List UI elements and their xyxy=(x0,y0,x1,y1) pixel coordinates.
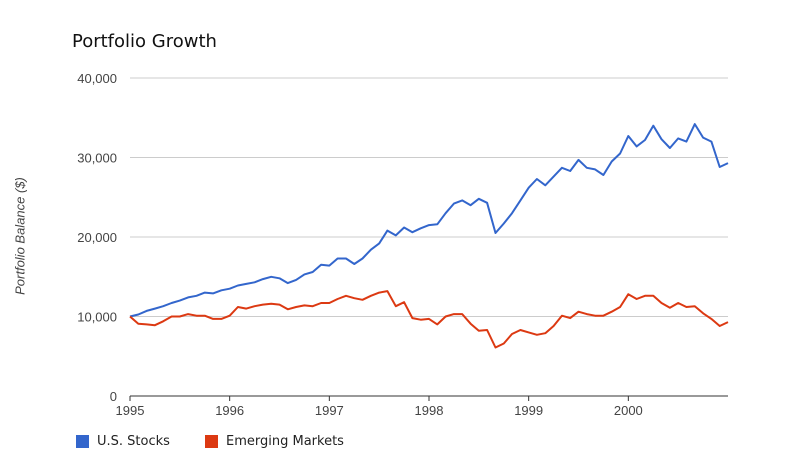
legend-swatch-emerging-markets xyxy=(205,435,218,448)
y-tick-label: 40,000 xyxy=(77,71,117,86)
gridlines xyxy=(129,77,728,401)
x-tick-label: 1996 xyxy=(215,403,244,418)
legend-item-emerging-markets[interactable]: Emerging Markets xyxy=(205,434,344,449)
y-tick-label: 20,000 xyxy=(77,230,117,245)
legend-item-us-stocks[interactable]: U.S. Stocks xyxy=(76,434,170,449)
y-tick-labels: 0 10,000 20,000 30,000 40,000 xyxy=(77,71,117,404)
y-tick-label: 0 xyxy=(110,389,117,404)
x-tick-labels: 1995 1996 1997 1998 1999 2000 xyxy=(116,403,643,418)
legend-label-us-stocks: U.S. Stocks xyxy=(97,434,170,449)
series-line-emerging-markets[interactable] xyxy=(129,290,729,349)
x-tick-label: 1998 xyxy=(415,403,444,418)
x-tick-label: 1999 xyxy=(514,403,543,418)
legend-swatch-us-stocks xyxy=(76,435,89,448)
chart-title: Portfolio Growth xyxy=(72,31,217,52)
series-line-u-s-stocks[interactable] xyxy=(129,123,729,318)
x-tick-label: 1995 xyxy=(116,403,145,418)
series-lines xyxy=(129,123,729,349)
y-tick-label: 30,000 xyxy=(77,151,117,166)
x-tick-label: 2000 xyxy=(614,403,643,418)
legend-label-emerging-markets: Emerging Markets xyxy=(226,434,344,449)
y-tick-label: 10,000 xyxy=(77,310,117,325)
x-tick-label: 1997 xyxy=(315,403,344,418)
